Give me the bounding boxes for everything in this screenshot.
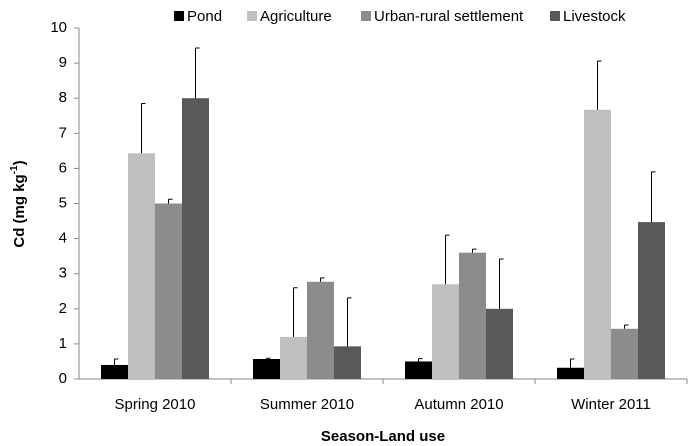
legend-swatch (174, 11, 184, 21)
error-bar (114, 358, 119, 365)
y-tick-label: 9 (59, 54, 67, 71)
error-bar (418, 358, 423, 362)
y-tick-label: 0 (59, 370, 67, 387)
bar (611, 328, 638, 379)
bar (638, 222, 665, 379)
y-tick-label: 8 (59, 89, 67, 106)
bar (307, 281, 334, 379)
legend-swatch (550, 11, 560, 21)
bar (182, 98, 209, 379)
y-axis-title: Cd (mg kg-1) (9, 160, 28, 247)
error-bar (472, 248, 477, 253)
y-tick-label: 4 (59, 230, 67, 247)
error-bar (651, 171, 656, 223)
error-bar (141, 102, 146, 154)
y-tick-label: 2 (59, 300, 67, 317)
error-bar (624, 324, 629, 329)
bar (155, 203, 182, 379)
y-title-main: Cd (mg kg (11, 174, 28, 247)
error-bar (445, 234, 450, 285)
error-bar (570, 358, 575, 368)
bar (128, 153, 155, 379)
legend-label: Pond (187, 8, 222, 25)
x-tick-label: Summer 2010 (260, 396, 354, 413)
error-bar (499, 258, 504, 309)
bar (280, 336, 307, 379)
x-tick-label: Spring 2010 (115, 396, 196, 413)
legend-label: Urban-rural settlement (374, 8, 524, 25)
y-tick-label: 6 (59, 159, 67, 176)
error-bar (168, 198, 173, 204)
y-tick-label: 1 (59, 335, 67, 352)
legend-swatch (247, 11, 257, 21)
legend-swatch (361, 11, 371, 21)
bar (101, 364, 128, 379)
error-bar (597, 60, 602, 110)
legend-label: Livestock (563, 8, 626, 25)
error-bar (195, 47, 200, 99)
y-title-end: ) (11, 160, 28, 165)
x-tick-label: Winter 2011 (571, 396, 651, 413)
bar (459, 252, 486, 379)
x-axis-title: Season-Land use (321, 428, 445, 445)
bar (432, 284, 459, 379)
legend-label: Agriculture (260, 8, 332, 25)
bar (253, 358, 280, 379)
bar (405, 361, 432, 379)
error-bar (320, 277, 325, 282)
y-tick-label: 7 (59, 124, 67, 141)
x-tick-label: Autumn 2010 (414, 396, 503, 413)
y-title-sup: -1 (9, 165, 20, 174)
error-bar (266, 357, 271, 359)
bar (486, 308, 513, 379)
y-tick-label: 5 (59, 194, 67, 211)
error-bar (293, 287, 298, 337)
y-tick-label: 3 (59, 265, 67, 282)
error-bar (347, 297, 352, 347)
bar (557, 367, 584, 379)
y-tick-label: 10 (50, 19, 67, 36)
bar (334, 346, 361, 379)
bar (584, 109, 611, 380)
